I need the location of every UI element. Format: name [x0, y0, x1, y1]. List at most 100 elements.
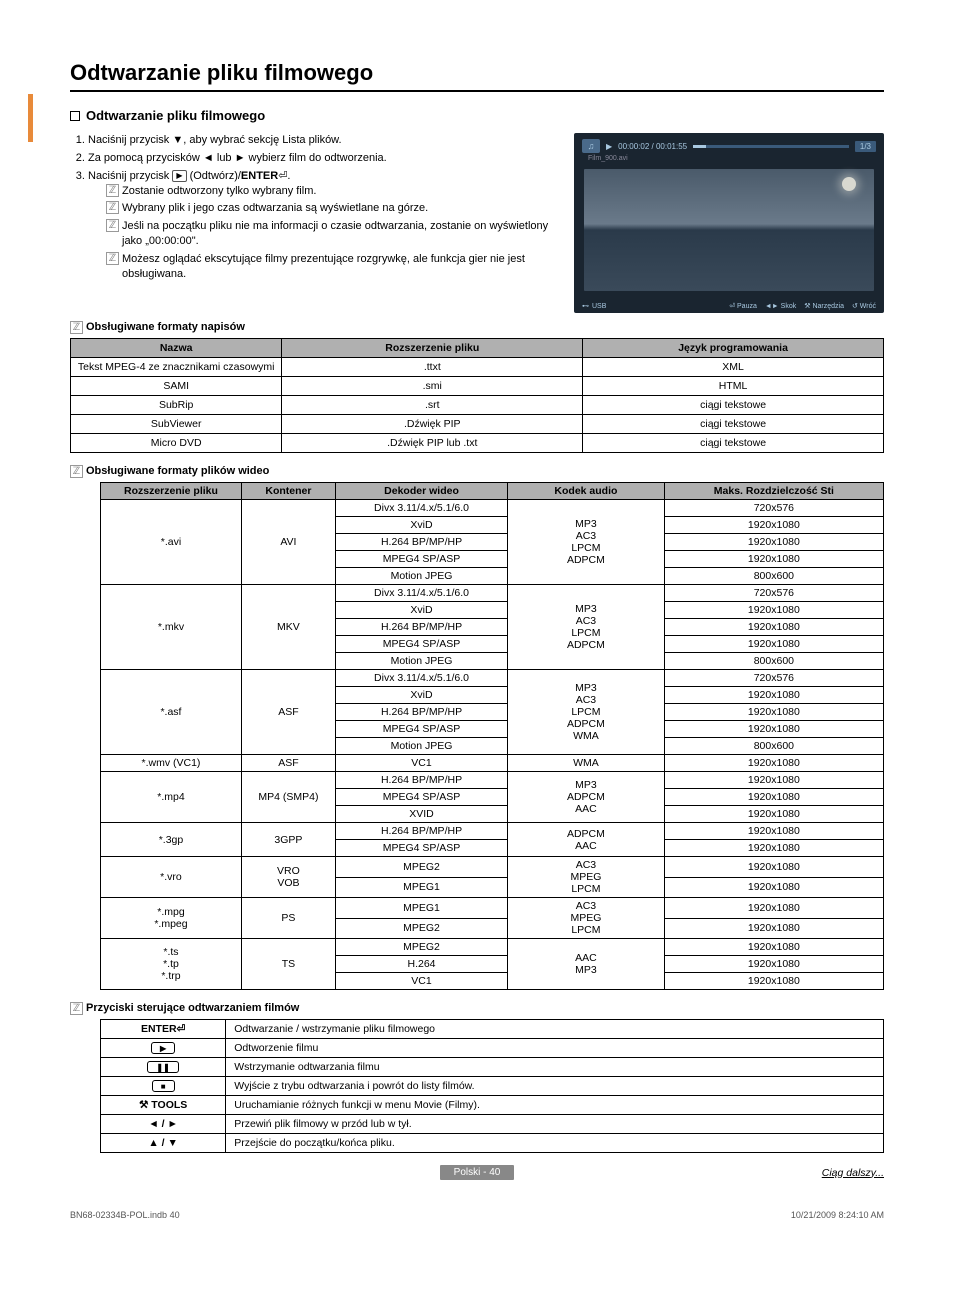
- t3-button-cell: ENTER⏎: [101, 1020, 226, 1039]
- step-item: Naciśnij przycisk ▶ (Odtwórz)/ENTER⏎. Zo…: [88, 169, 560, 282]
- section-heading: Odtwarzanie pliku filmowego: [70, 108, 884, 123]
- t2-res-cell: 1920x1080: [664, 534, 883, 551]
- t2-decoder-cell: Divx 3.11/4.x/5.1/6.0: [335, 670, 507, 687]
- t2-res-cell: 1920x1080: [664, 898, 883, 919]
- t2-res-cell: 1920x1080: [664, 755, 883, 772]
- t2-ext-cell: *.ts *.tp *.trp: [101, 939, 242, 990]
- t1-cell: SAMI: [71, 377, 282, 396]
- step3-suffix: .: [287, 170, 290, 182]
- step-list: Naciśnij przycisk ▼, aby wybrać sekcję L…: [70, 133, 560, 282]
- t2-res-cell: 800x600: [664, 568, 883, 585]
- t1-cell: XML: [583, 358, 884, 377]
- t2-res-cell: 1920x1080: [664, 721, 883, 738]
- step3-prefix: Naciśnij przycisk: [88, 170, 172, 182]
- document-footer: BN68-02334B-POL.indb 40 10/21/2009 8:24:…: [70, 1210, 884, 1220]
- usb-indicator: ⊷ USB: [582, 302, 606, 310]
- continued-label: Ciąg dalszy...: [822, 1167, 884, 1179]
- t2-res-cell: 1920x1080: [664, 704, 883, 721]
- subtitle-formats-heading: Obsługiwane formaty napisów: [70, 321, 884, 333]
- doc-timestamp: 10/21/2009 8:24:10 AM: [791, 1210, 884, 1220]
- t1-cell: Micro DVD: [71, 434, 282, 453]
- t2-decoder-cell: MPEG4 SP/ASP: [335, 840, 507, 857]
- preview-count: 1/3: [855, 141, 876, 152]
- t2-header: Dekoder wideo: [335, 483, 507, 500]
- step-item: Za pomocą przycisków ◄ lub ► wybierz fil…: [88, 151, 560, 166]
- t2-res-cell: 1920x1080: [664, 939, 883, 956]
- t2-container-cell: MKV: [241, 585, 335, 670]
- t1-cell: SubViewer: [71, 415, 282, 434]
- preview-tools-hint: ⚒ Narzędzia: [804, 302, 844, 310]
- preview-play-icon: ▶: [606, 142, 612, 151]
- t2-decoder-cell: MPEG4 SP/ASP: [335, 721, 507, 738]
- t2-ext-cell: *.avi: [101, 500, 242, 585]
- t2-decoder-cell: Motion JPEG: [335, 653, 507, 670]
- preview-image: [584, 169, 874, 291]
- t3-button-cell: ⚒ TOOLS: [101, 1096, 226, 1115]
- section-accent-bar: [28, 94, 33, 142]
- t2-res-cell: 720x576: [664, 585, 883, 602]
- preview-return-hint: ↺ Wróć: [852, 302, 876, 310]
- t3-desc-cell: Wstrzymanie odtwarzania filmu: [226, 1058, 884, 1077]
- note-item: Jeśli na początku pliku nie ma informacj…: [106, 219, 560, 249]
- t2-decoder-cell: VC1: [335, 973, 507, 990]
- t3-desc-cell: Odtwarzanie / wstrzymanie pliku filmoweg…: [226, 1020, 884, 1039]
- t2-container-cell: ASF: [241, 670, 335, 755]
- t2-res-cell: 1920x1080: [664, 619, 883, 636]
- t2-container-cell: VRO VOB: [241, 857, 335, 898]
- t1-header: Nazwa: [71, 339, 282, 358]
- t2-decoder-cell: Divx 3.11/4.x/5.1/6.0: [335, 500, 507, 517]
- t3-desc-cell: Przejście do początku/końca pliku.: [226, 1134, 884, 1153]
- t2-audio-cell: MP3 AC3 LPCM ADPCM: [508, 500, 665, 585]
- note-item: Wybrany plik i jego czas odtwarzania są …: [106, 201, 560, 216]
- t1-cell: .srt: [282, 396, 583, 415]
- t2-decoder-cell: MPEG2: [335, 857, 507, 878]
- t3-button-cell: ■: [101, 1077, 226, 1096]
- t2-res-cell: 1920x1080: [664, 687, 883, 704]
- t2-ext-cell: *.mkv: [101, 585, 242, 670]
- t2-decoder-cell: H.264 BP/MP/HP: [335, 823, 507, 840]
- t1-cell: .Dźwięk PIP lub .txt: [282, 434, 583, 453]
- video-formats-heading: Obsługiwane formaty plików wideo: [70, 465, 884, 477]
- t3-button-cell: ▶: [101, 1039, 226, 1058]
- t2-decoder-cell: Divx 3.11/4.x/5.1/6.0: [335, 585, 507, 602]
- usb-label: USB: [592, 303, 606, 310]
- t2-ext-cell: *.asf: [101, 670, 242, 755]
- t2-decoder-cell: VC1: [335, 755, 507, 772]
- t2-audio-cell: WMA: [508, 755, 665, 772]
- t2-decoder-cell: MPEG1: [335, 877, 507, 898]
- t2-audio-cell: AAC MP3: [508, 939, 665, 990]
- t2-res-cell: 1920x1080: [664, 857, 883, 878]
- preview-progress: [693, 145, 849, 148]
- t2-audio-cell: AC3 MPEG LPCM: [508, 857, 665, 898]
- t3-desc-cell: Odtworzenie filmu: [226, 1039, 884, 1058]
- t2-res-cell: 1920x1080: [664, 636, 883, 653]
- t2-res-cell: 720x576: [664, 670, 883, 687]
- t2-audio-cell: MP3 AC3 LPCM ADPCM WMA: [508, 670, 665, 755]
- t2-decoder-cell: Motion JPEG: [335, 738, 507, 755]
- t1-cell: HTML: [583, 377, 884, 396]
- preview-progress-fill: [693, 145, 705, 148]
- square-bullet-icon: [70, 111, 80, 121]
- controls-table: ENTER⏎Odtwarzanie / wstrzymanie pliku fi…: [100, 1019, 884, 1153]
- page-footer: Polski - 40 Ciąg dalszy...: [70, 1165, 884, 1180]
- video-formats-table: Rozszerzenie pliku Kontener Dekoder wide…: [100, 482, 884, 990]
- step3-mid: (Odtwórz)/: [187, 170, 241, 182]
- t2-decoder-cell: XviD: [335, 687, 507, 704]
- preview-filename: Film_900.avi: [588, 155, 628, 162]
- t2-decoder-cell: MPEG2: [335, 918, 507, 939]
- t2-decoder-cell: MPEG2: [335, 939, 507, 956]
- t2-ext-cell: *.mp4: [101, 772, 242, 823]
- media-icon: ♫: [582, 139, 600, 153]
- t2-decoder-cell: MPEG4 SP/ASP: [335, 551, 507, 568]
- t2-ext-cell: *.mpg *.mpeg: [101, 898, 242, 939]
- t2-header: Kontener: [241, 483, 335, 500]
- t2-audio-cell: MP3 ADPCM AAC: [508, 772, 665, 823]
- page-title: Odtwarzanie pliku filmowego: [70, 60, 884, 92]
- t2-decoder-cell: H.264: [335, 956, 507, 973]
- t2-decoder-cell: MPEG4 SP/ASP: [335, 789, 507, 806]
- preview-skip-hint: ◄► Skok: [765, 303, 796, 310]
- t2-ext-cell: *.vro: [101, 857, 242, 898]
- t3-desc-cell: Wyjście z trybu odtwarzania i powrót do …: [226, 1077, 884, 1096]
- t2-res-cell: 1920x1080: [664, 789, 883, 806]
- video-preview: ♫ ▶ 00:00:02 / 00:01:55 1/3 Film_900.avi…: [574, 133, 884, 313]
